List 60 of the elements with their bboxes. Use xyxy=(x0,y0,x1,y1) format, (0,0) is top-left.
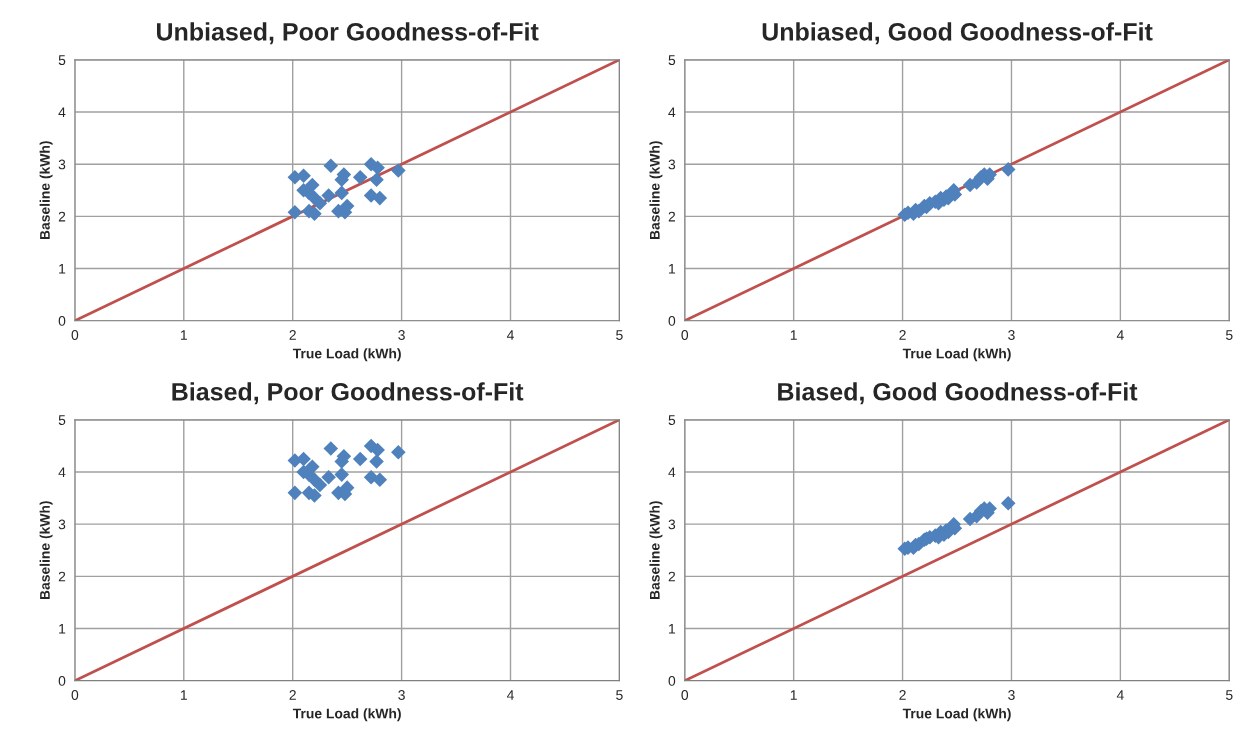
y-tick-label: 5 xyxy=(668,55,676,66)
x-tick-label: 5 xyxy=(616,690,623,700)
x-tick-label: 3 xyxy=(398,330,405,340)
y-tick-label: 0 xyxy=(58,316,66,326)
x-axis-title: True Load (kWh) xyxy=(902,348,1011,362)
x-tick-label: 3 xyxy=(398,690,405,700)
x-tick-label: 0 xyxy=(71,690,79,700)
y-tick-label: 5 xyxy=(58,55,66,66)
x-tick-label: 5 xyxy=(616,330,623,340)
x-tick-label: 4 xyxy=(506,330,514,340)
y-axis-title: Baseline (kWh) xyxy=(649,501,663,600)
x-tick-label: 1 xyxy=(790,330,797,340)
y-tick-label: 1 xyxy=(59,264,66,274)
y-tick-label: 0 xyxy=(668,316,676,326)
x-tick-label: 1 xyxy=(180,330,187,340)
chart-title: Unbiased, Good Goodness-of-Fit xyxy=(762,22,1153,45)
y-tick-label: 4 xyxy=(58,107,66,118)
y-tick-label: 4 xyxy=(668,107,676,118)
y-tick-label: 3 xyxy=(668,159,676,170)
x-tick-label: 4 xyxy=(1116,690,1124,700)
x-tick-label: 1 xyxy=(790,690,797,700)
chart-title: Biased, Poor Goodness-of-Fit xyxy=(172,382,524,405)
x-tick-label: 2 xyxy=(899,690,906,700)
x-axis-title: True Load (kWh) xyxy=(292,708,401,722)
y-axis-title: Baseline (kWh) xyxy=(39,501,53,600)
x-tick-label: 0 xyxy=(681,330,689,340)
x-tick-label: 5 xyxy=(1225,330,1233,340)
y-tick-label: 3 xyxy=(58,159,66,170)
y-tick-label: 2 xyxy=(668,571,676,582)
x-tick-label: 0 xyxy=(681,690,689,700)
y-axis-title: Baseline (kWh) xyxy=(649,141,663,240)
y-tick-label: 3 xyxy=(58,519,66,530)
x-tick-label: 0 xyxy=(71,330,79,340)
x-tick-label: 2 xyxy=(289,330,296,340)
x-tick-label: 4 xyxy=(506,690,514,700)
x-tick-label: 4 xyxy=(1116,330,1124,340)
y-tick-label: 1 xyxy=(669,264,676,274)
y-tick-label: 2 xyxy=(58,571,66,582)
x-tick-label: 2 xyxy=(289,690,296,700)
x-tick-label: 3 xyxy=(1008,330,1015,340)
chart-title: Biased, Good Goodness-of-Fit xyxy=(778,382,1138,405)
y-tick-label: 5 xyxy=(668,415,676,425)
y-tick-label: 0 xyxy=(58,676,66,686)
y-tick-label: 5 xyxy=(58,415,66,425)
x-tick-label: 2 xyxy=(899,330,906,340)
x-axis-title: True Load (kWh) xyxy=(902,708,1011,722)
y-tick-label: 1 xyxy=(59,623,66,634)
chart-title: Unbiased, Poor Goodness-of-Fit xyxy=(156,22,539,45)
y-tick-label: 3 xyxy=(668,519,676,530)
x-tick-label: 5 xyxy=(1225,690,1233,700)
x-tick-label: 1 xyxy=(180,690,187,700)
y-tick-label: 4 xyxy=(58,467,66,478)
y-tick-label: 1 xyxy=(669,623,676,634)
y-axis-title: Baseline (kWh) xyxy=(39,141,53,240)
y-tick-label: 0 xyxy=(668,676,676,686)
x-axis-title: True Load (kWh) xyxy=(292,348,401,362)
y-tick-label: 2 xyxy=(668,211,676,222)
y-tick-label: 2 xyxy=(58,211,66,222)
x-tick-label: 3 xyxy=(1008,690,1015,700)
y-tick-label: 4 xyxy=(668,467,676,478)
